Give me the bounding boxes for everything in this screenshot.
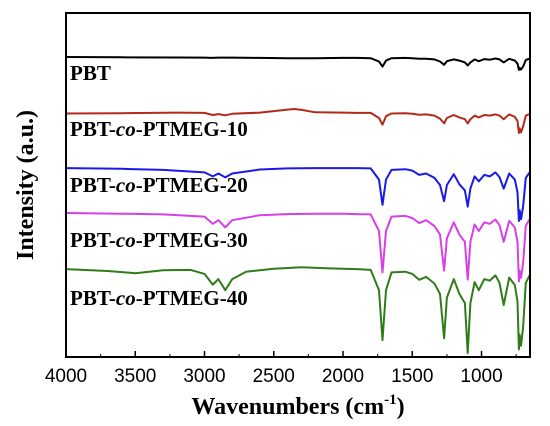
x-tick-label: 2500 [253,366,295,387]
series-label-layer: PBT PBT-co-PTMEG-10 PBT-co-PTMEG-20 PBT-co-… [70,61,248,310]
series-label-2: PBT-co-PTMEG-10 [70,117,248,141]
x-tick-label: 3000 [183,366,225,387]
x-tick-label: 2000 [322,366,364,387]
series-line-5 [65,266,531,355]
series-line-4 [65,212,531,283]
series-line-2 [65,108,531,134]
series-label-1: PBT [70,61,111,85]
x-tick-label: 4000 [45,366,87,387]
y-axis-title: Intensity (a.u.) [13,110,39,260]
series-line-3 [65,167,531,222]
x-axis-ticks: 4000 3500 3000 2500 2000 1500 1000 [45,351,517,387]
plot-frame [65,12,531,358]
series-line-1 [65,56,531,71]
x-tick-label: 3500 [114,366,156,387]
series-label-3: PBT-co-PTMEG-20 [70,173,248,197]
x-tick-label: 1000 [460,366,502,387]
series-layer [65,56,531,355]
x-axis-title: Wavenumbers (cm-1) [191,392,404,420]
series-label-5: PBT-co-PTMEG-40 [70,286,248,310]
series-label-4: PBT-co-PTMEG-30 [70,228,248,252]
x-tick-label: 1500 [391,366,433,387]
